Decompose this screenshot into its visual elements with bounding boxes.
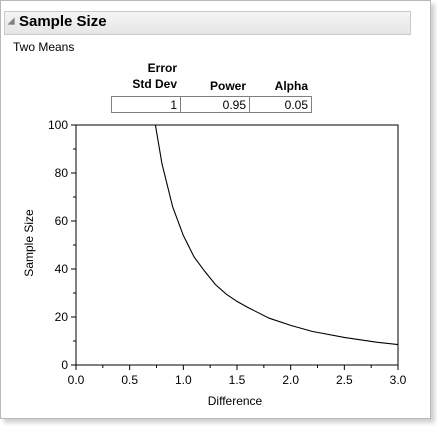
sample-size-outline-header[interactable]: Sample Size xyxy=(4,11,411,35)
panel-subtitle: Two Means xyxy=(13,40,75,54)
x-tick-label: 1.5 xyxy=(229,373,246,387)
power-header: Power xyxy=(209,79,246,93)
y-tick-label: 80 xyxy=(55,166,69,180)
x-tick-label: 2.5 xyxy=(336,373,353,387)
y-tick-label: 0 xyxy=(61,358,68,372)
x-tick-label: 2.0 xyxy=(282,373,299,387)
x-axis-label: Difference xyxy=(207,394,263,408)
y-axis-label: Sample Size xyxy=(22,209,36,277)
y-tick-label: 60 xyxy=(55,214,69,228)
x-tick-label: 0.0 xyxy=(68,373,85,387)
x-tick-label: 1.0 xyxy=(175,373,192,387)
y-tick-label: 40 xyxy=(55,262,69,276)
disclosure-triangle-icon[interactable] xyxy=(7,17,15,25)
error-header-line1: Error xyxy=(147,61,177,75)
power-value[interactable]: 0.95 xyxy=(180,96,250,113)
report-window: Sample Size Two Means Error Std Dev Powe… xyxy=(0,0,431,419)
panel-title: Sample Size xyxy=(19,13,107,30)
error-std-dev-value[interactable]: 1 xyxy=(111,96,181,113)
error-header-line2: Std Dev xyxy=(132,77,177,91)
sample-size-curve xyxy=(154,124,399,346)
alpha-header: Alpha xyxy=(274,79,308,93)
y-tick-label: 100 xyxy=(48,118,68,132)
x-tick-label: 3.0 xyxy=(390,373,407,387)
alpha-value[interactable]: 0.05 xyxy=(249,96,312,113)
y-tick-label: 20 xyxy=(55,310,69,324)
x-tick-label: 0.5 xyxy=(121,373,138,387)
plot-frame xyxy=(75,124,399,366)
